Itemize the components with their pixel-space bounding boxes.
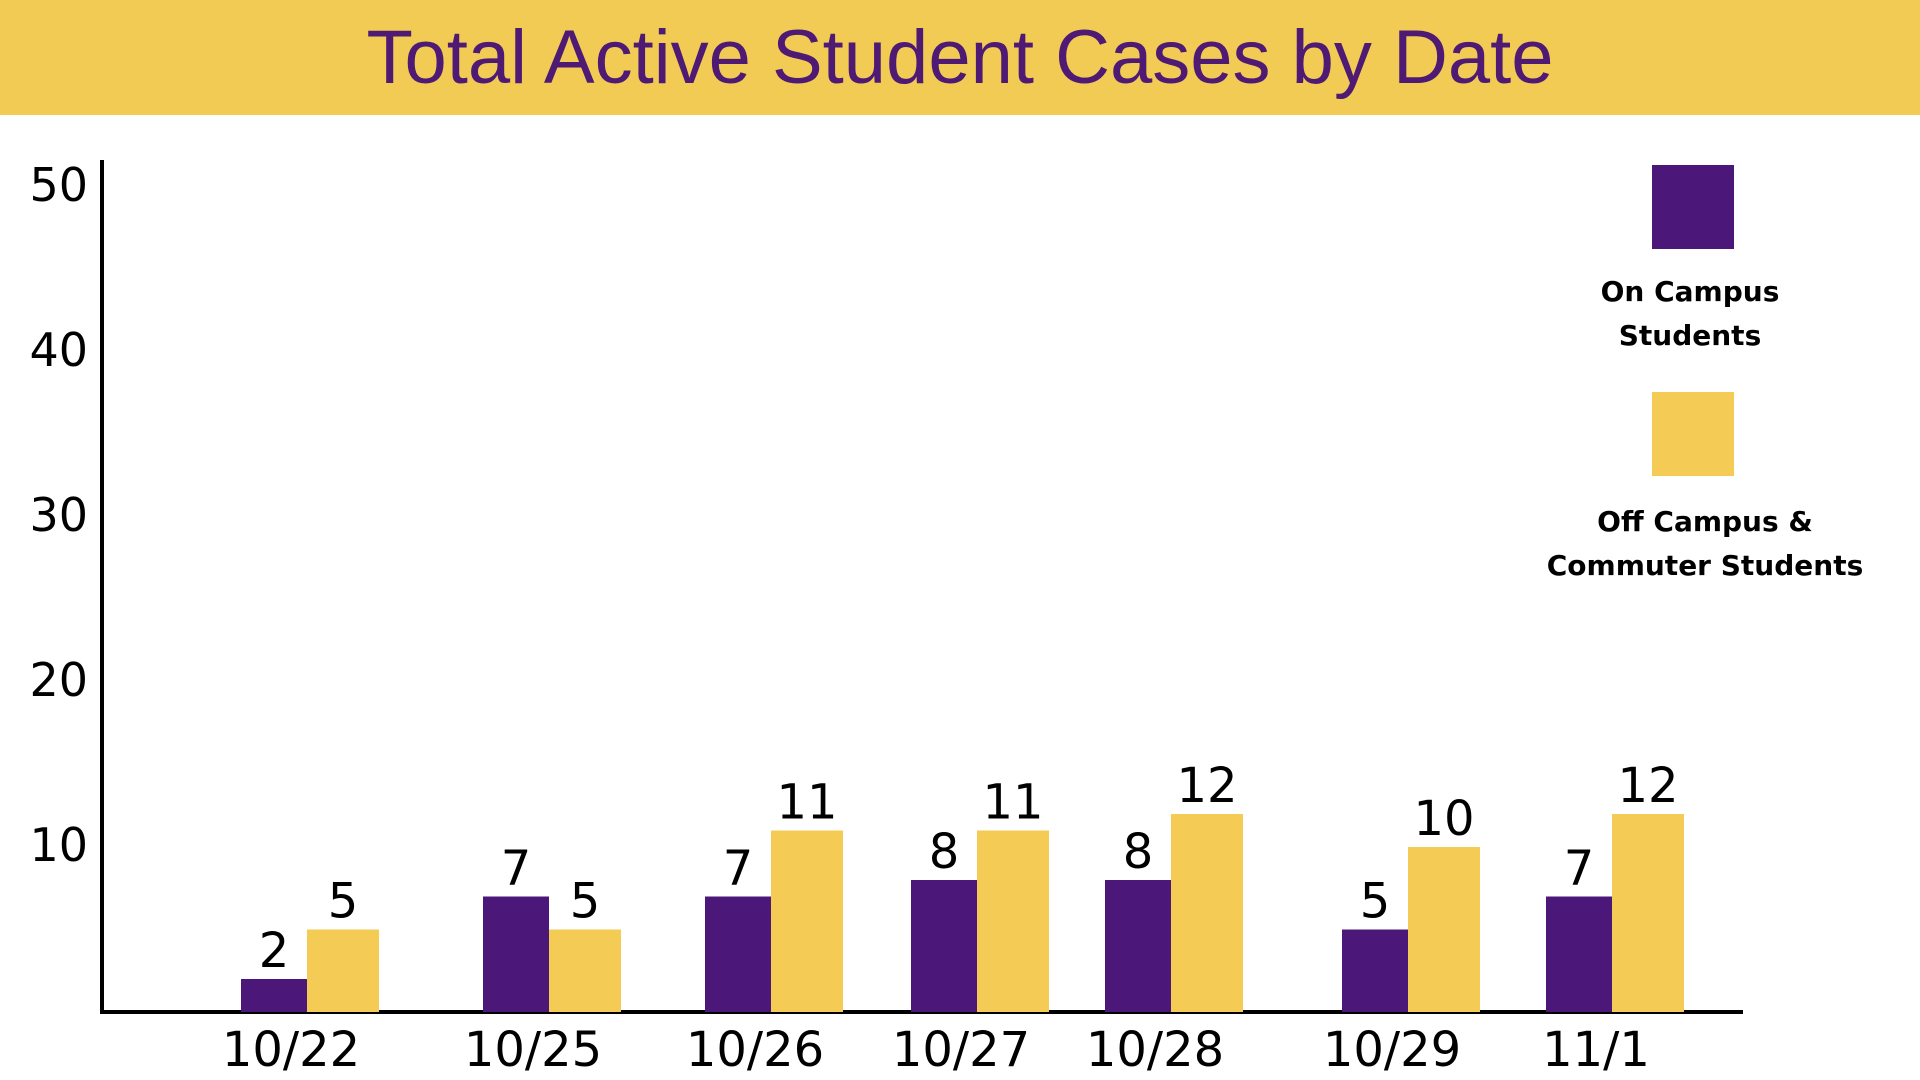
legend-label-line: Off Campus & xyxy=(1597,505,1813,538)
data-label-on-campus: 7 xyxy=(723,841,754,897)
bar-on-campus xyxy=(911,880,977,1012)
y-tick-label: 50 xyxy=(29,158,88,212)
title-banner xyxy=(0,0,1920,115)
y-tick-label: 30 xyxy=(29,488,88,542)
bar-on-campus xyxy=(241,979,307,1012)
legend-label-off-campus: Off Campus & Commuter Students xyxy=(1510,500,1900,588)
data-label-on-campus: 8 xyxy=(1123,824,1154,880)
legend-label-on-campus: On Campus Students xyxy=(1540,270,1840,358)
y-tick-label: 20 xyxy=(29,653,88,707)
bar-on-campus xyxy=(705,896,771,1012)
data-label-off-campus: 12 xyxy=(1617,758,1678,814)
bar-off-campus xyxy=(1612,814,1684,1012)
data-label-on-campus: 5 xyxy=(1360,874,1391,930)
legend-label-line: On Campus xyxy=(1600,275,1780,308)
legend-label-line: Students xyxy=(1618,319,1762,352)
x-tick-label: 10/26 xyxy=(686,1022,824,1078)
x-tick-label: 10/29 xyxy=(1323,1022,1461,1078)
bar-off-campus xyxy=(977,830,1049,1012)
legend-swatch-on-campus xyxy=(1652,165,1734,249)
data-label-on-campus: 7 xyxy=(501,841,532,897)
data-label-off-campus: 12 xyxy=(1176,758,1237,814)
data-label-on-campus: 8 xyxy=(929,824,960,880)
data-label-off-campus: 10 xyxy=(1413,791,1474,847)
data-label-on-campus: 7 xyxy=(1564,841,1595,897)
bar-on-campus xyxy=(1342,929,1408,1012)
chart-title: Total Active Student Cases by Date xyxy=(366,15,1554,100)
y-tick-label: 10 xyxy=(29,818,88,872)
x-tick-label: 10/22 xyxy=(222,1022,360,1078)
data-label-off-campus: 5 xyxy=(328,874,359,930)
data-label-off-campus: 5 xyxy=(570,874,601,930)
bar-off-campus xyxy=(771,830,843,1012)
legend-swatch-off-campus xyxy=(1652,392,1734,476)
bar-on-campus xyxy=(483,896,549,1012)
bar-on-campus xyxy=(1546,896,1612,1012)
x-tick-label: 10/25 xyxy=(464,1022,602,1078)
bar-off-campus xyxy=(307,929,379,1012)
data-label-off-campus: 11 xyxy=(776,775,837,831)
data-label-on-campus: 2 xyxy=(259,923,290,979)
data-label-off-campus: 11 xyxy=(982,775,1043,831)
y-tick-label: 40 xyxy=(29,323,88,377)
bar-off-campus xyxy=(1171,814,1243,1012)
bar-off-campus xyxy=(1408,847,1480,1012)
x-tick-label: 10/27 xyxy=(892,1022,1030,1078)
bar-on-campus xyxy=(1105,880,1171,1012)
bar-off-campus xyxy=(549,929,621,1012)
x-tick-label: 10/28 xyxy=(1086,1022,1224,1078)
x-tick-label: 11/1 xyxy=(1542,1022,1650,1078)
legend-label-line: Commuter Students xyxy=(1546,549,1864,582)
